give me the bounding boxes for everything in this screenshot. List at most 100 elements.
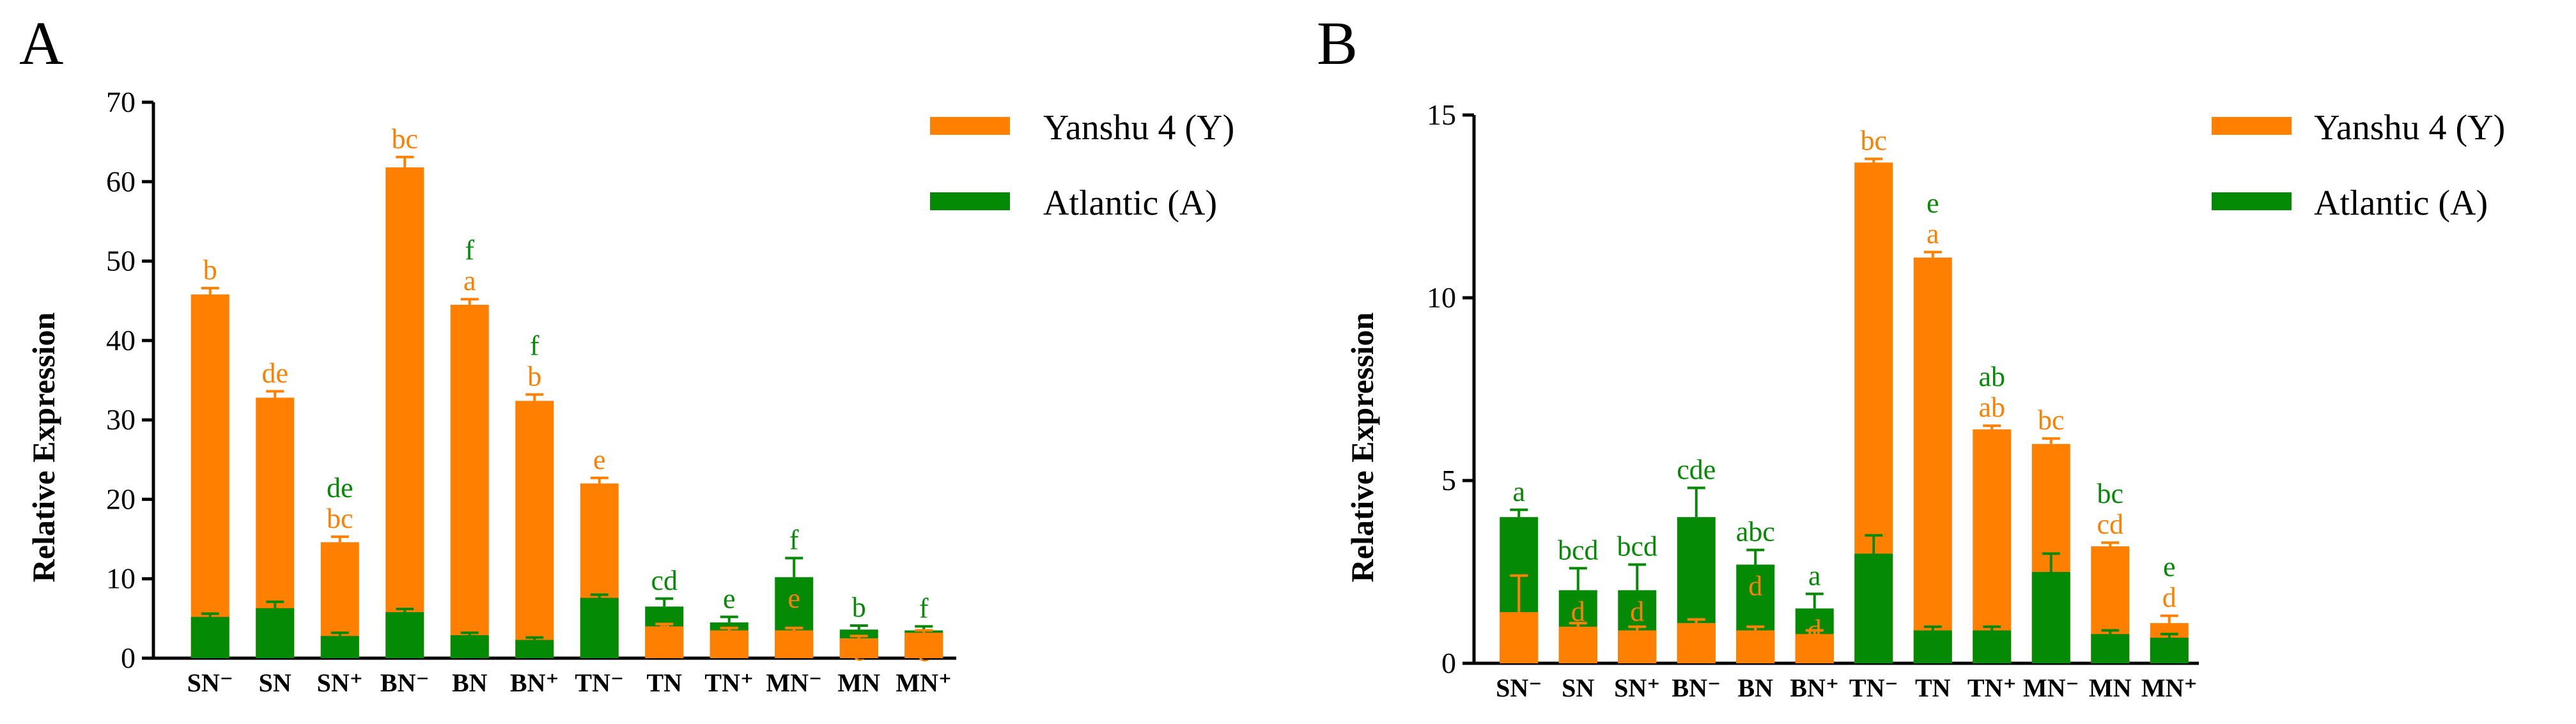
category-label: MN xyxy=(2089,674,2132,702)
sig-label-atlantic: b xyxy=(852,592,866,623)
category-label: TN xyxy=(646,668,682,697)
sig-label-atlantic: f xyxy=(919,592,929,624)
category-label: SN xyxy=(1562,674,1594,702)
sig-label-yanshu: d xyxy=(1689,625,1703,656)
sig-label-atlantic: a xyxy=(1512,476,1525,507)
sig-label-atlantic: bcd xyxy=(1558,534,1599,566)
bar-yanshu xyxy=(1913,258,1952,664)
category-label: MN⁺ xyxy=(2141,674,2198,702)
sig-label-yanshu: cd xyxy=(716,628,743,659)
bar-atlantic xyxy=(1973,630,2012,663)
bar-yanshu xyxy=(1973,429,2012,663)
legend-label-atlantic-b: Atlantic (A) xyxy=(2314,183,2488,223)
legend-swatch-atlantic-a xyxy=(930,192,1010,210)
y-tick-label: 50 xyxy=(106,245,136,277)
bar-yanshu xyxy=(775,630,814,658)
bar-yanshu xyxy=(450,304,489,658)
sig-label-atlantic: bcd xyxy=(1617,531,1657,562)
sig-label-atlantic: e xyxy=(2163,551,2176,583)
legend-swatch-yanshu-b xyxy=(2212,117,2292,135)
sig-label-atlantic: e xyxy=(723,583,736,614)
sig-label-atlantic: ab xyxy=(1978,361,2005,392)
sig-label-yanshu: bc xyxy=(2038,404,2065,436)
sig-label-yanshu: e xyxy=(788,583,800,614)
chart-panel-b: B Relative Expression Yanshu 4 (Y) Atlan… xyxy=(1317,9,2505,702)
bar-atlantic xyxy=(2091,634,2130,663)
sig-label-atlantic: de xyxy=(2038,574,2065,605)
sig-label-yanshu: e xyxy=(853,635,865,666)
sig-label-yanshu: de xyxy=(261,357,288,389)
y-tick-label: 20 xyxy=(106,482,136,515)
sig-label-atlantic: cde xyxy=(1677,454,1716,485)
bar-yanshu xyxy=(1558,626,1597,663)
bar-atlantic xyxy=(2031,572,2070,663)
bar-yanshu xyxy=(1677,623,1716,663)
legend-b: Yanshu 4 (Y) Atlantic (A) xyxy=(2212,108,2505,223)
bar-yanshu xyxy=(190,294,229,658)
sig-label-yanshu: a xyxy=(1927,219,1939,250)
bar-yanshu xyxy=(839,638,878,658)
category-label: BN⁺ xyxy=(510,668,559,697)
bar-atlantic xyxy=(256,608,295,658)
sig-label-yanshu: e xyxy=(658,612,671,643)
category-label: TN xyxy=(1915,674,1951,702)
category-label: BN xyxy=(452,668,488,697)
bar-yanshu xyxy=(904,633,943,658)
bar-atlantic xyxy=(385,612,424,658)
category-label: BN⁻ xyxy=(1672,674,1721,702)
category-label: TN⁻ xyxy=(575,668,624,697)
sig-label-yanshu: ab xyxy=(1978,392,2005,423)
category-label: SN⁻ xyxy=(187,668,233,697)
category-label: MN xyxy=(837,668,880,697)
bar-yanshu xyxy=(385,167,424,658)
panel-label-a: A xyxy=(19,9,63,77)
legend-a: Yanshu 4 (Y) Atlantic (A) xyxy=(930,108,1234,223)
category-label: SN⁺ xyxy=(317,668,363,697)
sig-label-atlantic: abc xyxy=(1736,516,1775,548)
category-label: BN⁺ xyxy=(1790,674,1839,702)
y-tick-label: 0 xyxy=(121,642,136,674)
sig-label-atlantic: g xyxy=(203,619,217,650)
y-tick-label: 0 xyxy=(1441,647,1456,679)
y-tick-label: 70 xyxy=(106,86,136,118)
sig-label-yanshu: bc xyxy=(391,123,418,155)
bar-yanshu xyxy=(710,630,749,658)
sig-label-yanshu: cd xyxy=(2097,509,2123,540)
sig-label-yanshu: bc xyxy=(327,503,353,534)
bar-yanshu xyxy=(515,401,554,658)
sig-label-atlantic: c xyxy=(593,600,606,631)
sig-label-atlantic: f xyxy=(465,235,474,266)
chart-panel-a: A Relative Expression Yanshu 4 (Y) Atlan… xyxy=(19,9,1234,697)
sig-label-atlantic: e xyxy=(1867,555,1880,587)
sig-label-yanshu: bc xyxy=(1860,125,1887,157)
legend-swatch-yanshu-a xyxy=(930,117,1010,135)
category-label: TN⁺ xyxy=(704,668,754,697)
legend-label-yanshu-b: Yanshu 4 (Y) xyxy=(2314,108,2505,148)
category-label: BN⁻ xyxy=(380,668,430,697)
sig-label-yanshu: d xyxy=(1512,614,1526,645)
category-label: TN⁺ xyxy=(1967,674,2017,702)
category-label: SN⁺ xyxy=(1614,674,1660,702)
sig-label-yanshu: d xyxy=(2162,582,2176,613)
y-axis-title-a: Relative Expression xyxy=(26,312,61,582)
y-tick-label: 40 xyxy=(106,324,136,357)
sig-label-atlantic: f xyxy=(530,330,539,361)
y-tick-label: 15 xyxy=(1427,98,1456,131)
legend-swatch-atlantic-b xyxy=(2212,192,2292,210)
category-label: MN⁺ xyxy=(896,668,952,697)
sig-label-atlantic: cd xyxy=(261,610,288,642)
sig-label-yanshu: b xyxy=(203,254,217,286)
bar-yanshu xyxy=(645,626,684,658)
bar-atlantic xyxy=(2150,637,2189,663)
sig-label-yanshu: a xyxy=(463,265,476,297)
panel-label-b: B xyxy=(1317,9,1358,77)
sig-label-yanshu: b xyxy=(527,360,541,392)
sig-label-yanshu: e xyxy=(917,636,930,668)
category-label: SN xyxy=(259,668,291,697)
y-tick-label: 30 xyxy=(106,403,136,436)
category-label: BN xyxy=(1737,674,1773,702)
sig-label-yanshu: d xyxy=(1748,571,1762,602)
sig-label-atlantic: f xyxy=(789,524,799,555)
bar-atlantic xyxy=(1854,553,1893,663)
